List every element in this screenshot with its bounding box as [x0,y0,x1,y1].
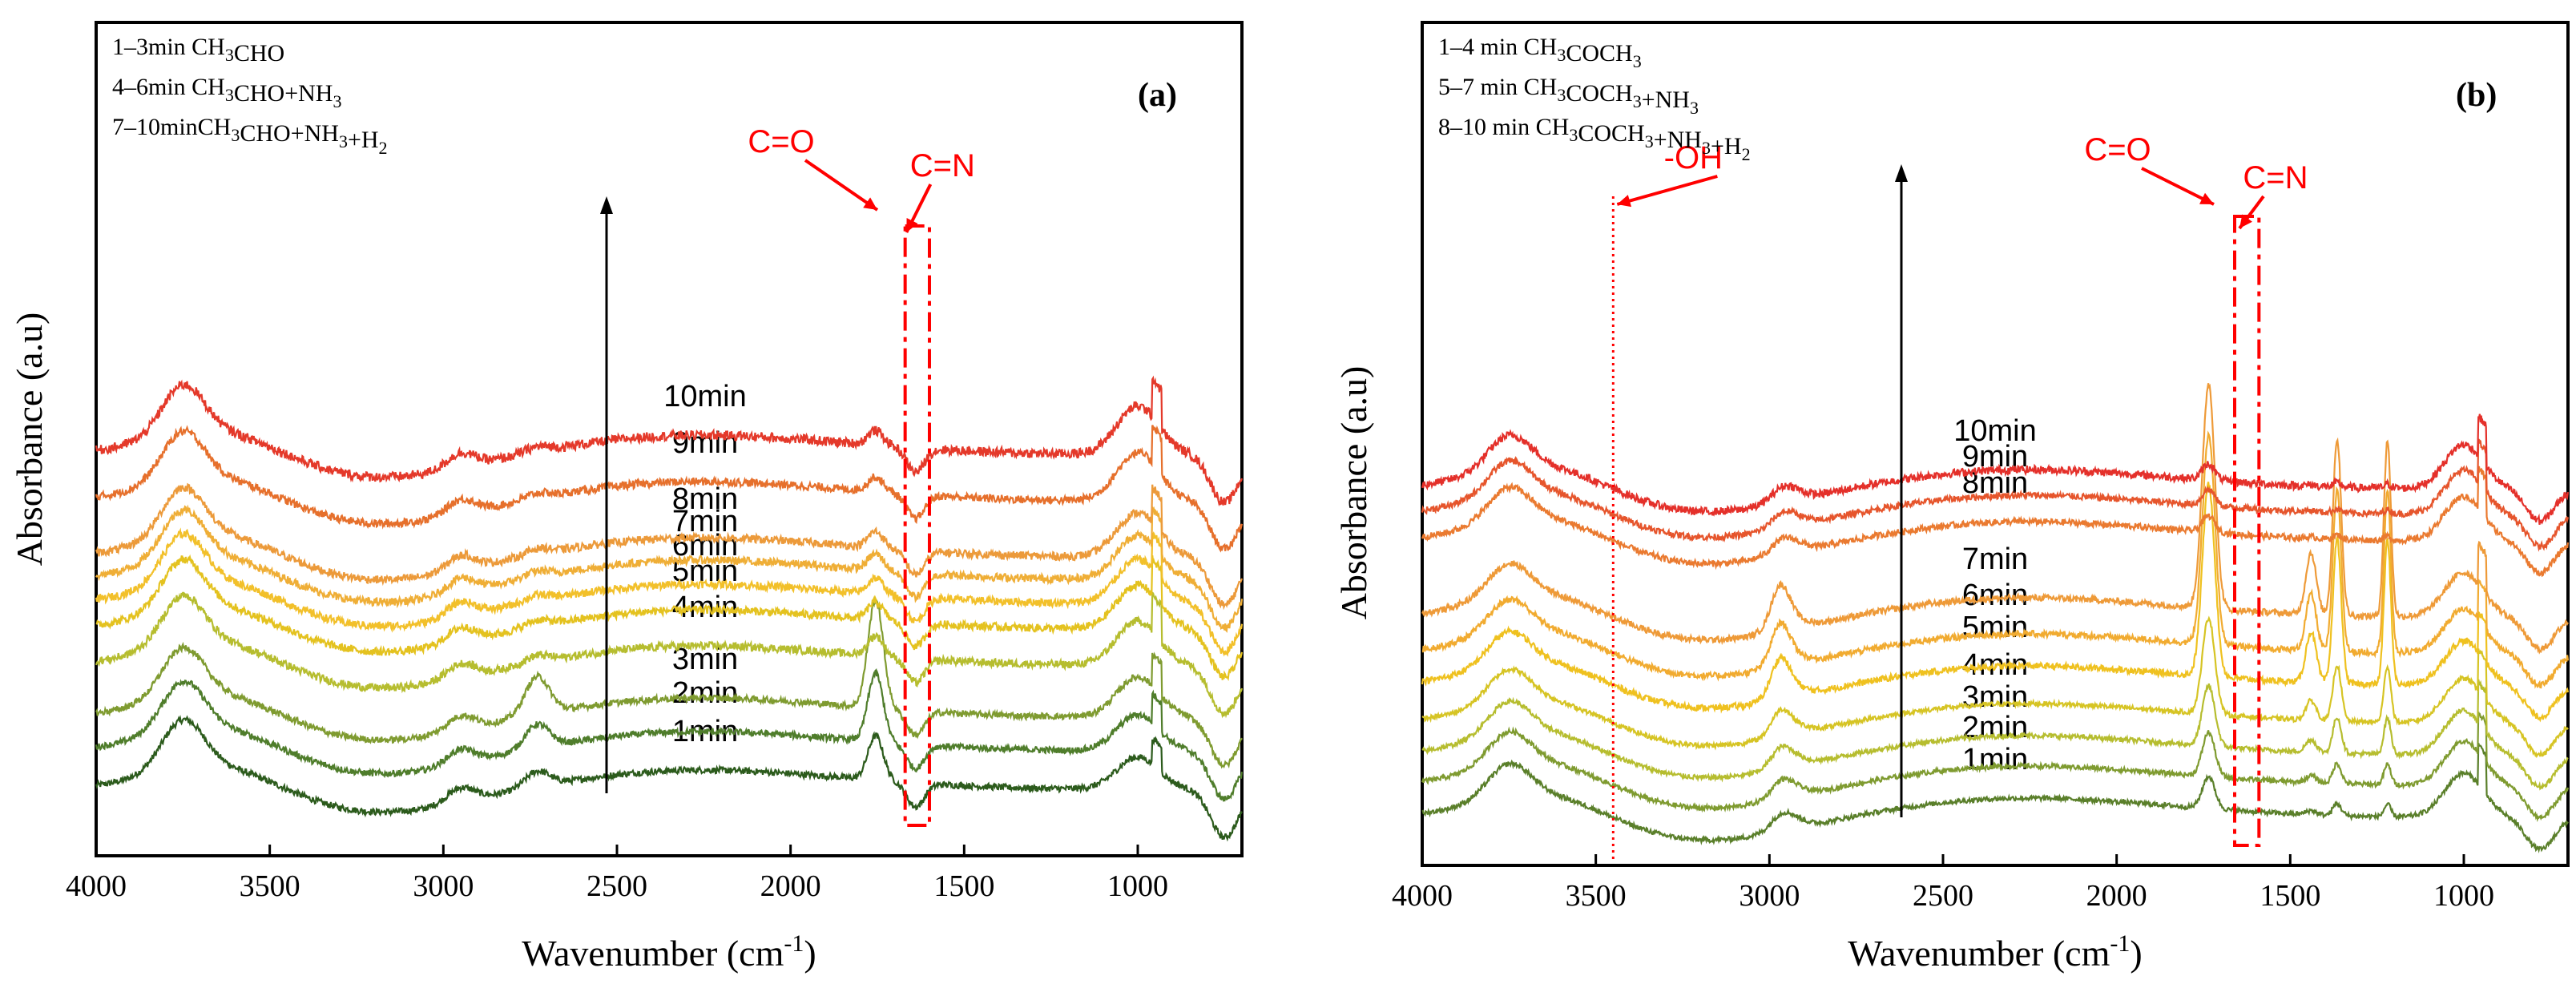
annotation-cn: C=N [2243,160,2308,196]
x-tick-label-3500: 3500 [240,869,300,903]
plot-frame-a [95,21,1244,857]
series-line-6min [95,527,1244,657]
annotation-arrow-head [2199,192,2214,204]
legend-entry-3: 8–10 min CH3COCH3+NH3+H2 [1438,114,1751,164]
time-arrow-head [1895,164,1908,182]
xlabel-a: Wavenumber (cm-1) [522,930,816,974]
annotation-arrow-head [863,197,877,210]
series-line-3min [95,599,1243,769]
x-tick-label-3500: 3500 [1566,879,1627,913]
series-line-9min [95,425,1244,553]
annotation-arrow-head [2239,214,2252,228]
legend-entry-2: 5–7 min CH3COCH3+NH3 [1438,74,1699,118]
series-label-2min: 2min [672,676,738,710]
x-tick-label-1500: 1500 [2260,879,2320,913]
legend-a: 1–3min CH3CHO 4–6min CH3CHO+NH37–10minCH3… [112,34,388,158]
annotation-oh: -OH [1664,140,1723,175]
series-group-a: 1min2min3min4min5min6min7min8min9min10mi… [95,375,1244,842]
series-line-5min [95,554,1244,682]
series-line-3min [1421,679,2569,791]
plot-frame-b [1421,21,2570,867]
ticks-b: 4000 3500 3000 2500 2000 1500 1000 [1392,854,2494,913]
series-line-8min [95,482,1244,611]
x-tick-label-3000: 3000 [413,869,474,903]
annotation-arrow-head [1617,195,1632,208]
annotation-arrow [804,159,879,212]
annotation-co: C=O [2084,132,2151,167]
series-line-2min [95,667,1244,803]
x-tick-label-4000: 4000 [1392,879,1453,913]
annotation-co: C=O [748,124,814,159]
series-label-1min: 1min [1962,743,2028,776]
series-line-6min [1421,430,2570,689]
panel-b: 1min2min3min4min5min6min7min8min9min10mi… [1333,21,2570,974]
series-line-1min [95,715,1243,842]
series-line-7min [95,504,1244,633]
series-group-b: 1min2min3min4min5min6min7min8min9min10mi… [1421,383,2570,853]
ticks-a: 4000 3500 3000 2500 2000 1500 1000 [66,845,1168,903]
series-label-7min: 7min [672,505,738,538]
x-tick-label-2500: 2500 [1913,879,1973,913]
time-arrow-head [600,196,613,214]
ylabel-b: Absorbance (a.u) [1333,366,1374,620]
series-line-10min [95,375,1244,507]
legend-entry-1: 1–3min CH3CHO [112,34,284,67]
x-tick-label-1500: 1500 [933,869,994,903]
series-label-5min: 5min [1962,611,2028,644]
annotation-arrow [1616,175,1718,206]
panel-a: 1min2min3min4min5min6min7min8min9min10mi… [9,21,1244,974]
series-line-1min [1421,743,2569,853]
series-line-10min [1421,413,2570,525]
annotation-arrow-head [906,218,918,232]
panel-label-a: (a) [1138,77,1177,114]
series-label-10min: 10min [1953,414,2037,448]
x-tick-label-2500: 2500 [587,869,647,903]
highlight-box [903,224,931,827]
series-label-7min: 7min [1962,542,2028,576]
series-label-10min: 10min [663,380,747,413]
x-tick-label-1000: 1000 [2433,879,2494,913]
legend-entry-2: 4–6min CH3CHO+NH3 [112,74,341,111]
legend-entry-3: 7–10minCH3CHO+NH3+H2 [112,114,388,158]
ylabel-a: Absorbance (a.u) [9,313,50,567]
legend-entry-1: 1–4 min CH3COCH3 [1438,34,1642,71]
annotation-arrow [2141,167,2215,206]
x-tick-label-3000: 3000 [1739,879,1800,913]
x-tick-label-2000: 2000 [760,869,821,903]
panel-label-b: (b) [2456,77,2497,114]
series-line-2min [1421,712,2570,822]
annotations-a: C=O C=N [600,124,975,827]
annotation-cn: C=N [910,148,975,183]
series-label-8min: 8min [672,482,738,516]
annotations-b: C=O C=N -OH [1611,132,2308,861]
x-tick-label-4000: 4000 [66,869,127,903]
xlabel-b: Wavenumber (cm-1) [1848,930,2142,974]
series-label-3min: 3min [1962,680,2028,714]
x-tick-label-2000: 2000 [2086,879,2147,913]
x-tick-label-1000: 1000 [1107,869,1168,903]
series-line-4min [95,591,1244,719]
